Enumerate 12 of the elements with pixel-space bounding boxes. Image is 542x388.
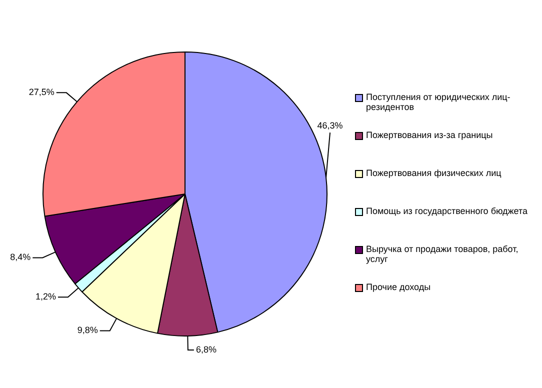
data-label: 46,3%: [317, 120, 343, 131]
data-label: 8,4%: [10, 252, 31, 262]
legend-label: Помощь из государственного бюджета: [366, 206, 528, 216]
legend-label: Прочие доходы: [366, 282, 431, 292]
legend-label: Пожертвования физических лиц: [366, 168, 502, 178]
data-label: 9,8%: [77, 325, 98, 336]
data-label: 1,2%: [35, 292, 56, 302]
legend-label: Пожертвования из-за границы: [366, 130, 493, 140]
data-label: 6,8%: [196, 344, 216, 354]
legend-label: Выручка от продажи товаров, работ, услуг: [366, 244, 520, 264]
data-label: 27,5%: [28, 87, 54, 98]
legend-label: Поступления от юридических лиц-резидентов: [366, 92, 512, 112]
